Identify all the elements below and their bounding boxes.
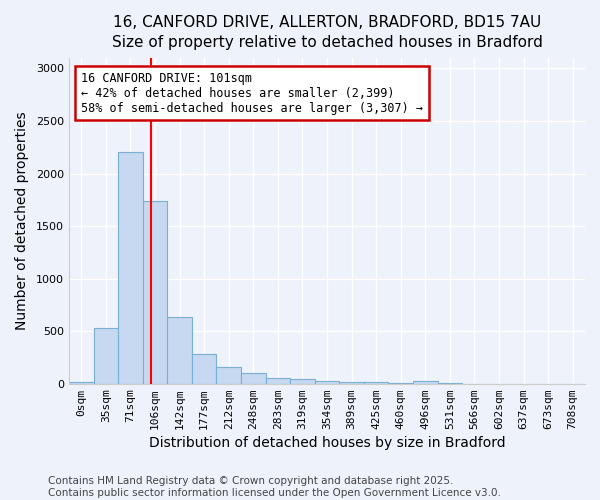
Bar [143,201,167,384]
Bar [241,373,266,384]
Bar [364,382,388,384]
Bar [167,318,192,384]
Bar [192,354,217,384]
Bar [266,378,290,384]
Bar [94,328,118,384]
Bar [388,383,413,384]
Bar [118,152,143,384]
Bar [217,367,241,384]
Text: Contains HM Land Registry data © Crown copyright and database right 2025.
Contai: Contains HM Land Registry data © Crown c… [48,476,501,498]
Bar [314,380,339,384]
Bar [69,382,94,384]
Bar [413,381,437,384]
Y-axis label: Number of detached properties: Number of detached properties [15,112,29,330]
Title: 16, CANFORD DRIVE, ALLERTON, BRADFORD, BD15 7AU
Size of property relative to det: 16, CANFORD DRIVE, ALLERTON, BRADFORD, B… [112,15,542,50]
Bar [339,382,364,384]
Bar [290,380,314,384]
X-axis label: Distribution of detached houses by size in Bradford: Distribution of detached houses by size … [149,436,505,450]
Text: 16 CANFORD DRIVE: 101sqm
← 42% of detached houses are smaller (2,399)
58% of sem: 16 CANFORD DRIVE: 101sqm ← 42% of detach… [81,72,423,114]
